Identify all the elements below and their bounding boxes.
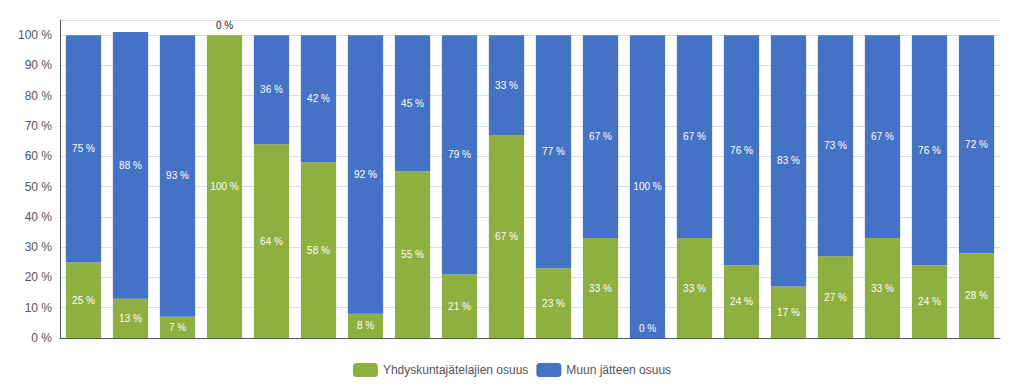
svg-text:72 %: 72 % [965, 139, 988, 150]
svg-text:27 %: 27 % [824, 292, 847, 303]
svg-text:0 %: 0 % [216, 20, 233, 31]
svg-text:67 %: 67 % [589, 131, 612, 142]
svg-text:80 %: 80 % [25, 89, 53, 103]
svg-text:70 %: 70 % [25, 119, 53, 133]
svg-text:24 %: 24 % [730, 296, 753, 307]
svg-text:25 %: 25 % [72, 295, 95, 306]
svg-text:Yhdyskuntajätelajien osuus: Yhdyskuntajätelajien osuus [383, 363, 528, 377]
svg-text:21 %: 21 % [448, 301, 471, 312]
svg-text:67 %: 67 % [871, 131, 894, 142]
svg-text:36 %: 36 % [260, 84, 283, 95]
svg-text:23 %: 23 % [542, 298, 565, 309]
svg-text:50 %: 50 % [25, 180, 53, 194]
svg-text:0 %: 0 % [639, 323, 656, 334]
svg-text:77 %: 77 % [542, 146, 565, 157]
svg-text:17 %: 17 % [777, 307, 800, 318]
svg-text:60 %: 60 % [25, 149, 53, 163]
svg-text:33 %: 33 % [683, 283, 706, 294]
svg-text:7 %: 7 % [169, 322, 186, 333]
svg-text:76 %: 76 % [730, 145, 753, 156]
svg-text:28 %: 28 % [965, 290, 988, 301]
svg-text:Muun jätteen osuus: Muun jätteen osuus [566, 363, 671, 377]
svg-text:45 %: 45 % [401, 98, 424, 109]
svg-text:33 %: 33 % [495, 80, 518, 91]
svg-text:67 %: 67 % [683, 131, 706, 142]
svg-text:75 %: 75 % [72, 143, 95, 154]
svg-text:10 %: 10 % [25, 301, 53, 315]
svg-text:100 %: 100 % [210, 181, 238, 192]
svg-text:100 %: 100 % [633, 181, 661, 192]
svg-text:90 %: 90 % [25, 58, 53, 72]
svg-text:40 %: 40 % [25, 210, 53, 224]
svg-text:76 %: 76 % [918, 145, 941, 156]
svg-text:20 %: 20 % [25, 270, 53, 284]
svg-text:67 %: 67 % [495, 231, 518, 242]
svg-text:42 %: 42 % [307, 93, 330, 104]
svg-text:55 %: 55 % [401, 249, 424, 260]
svg-text:100 %: 100 % [18, 28, 52, 42]
svg-text:73 %: 73 % [824, 140, 847, 151]
svg-text:58 %: 58 % [307, 245, 330, 256]
svg-text:0 %: 0 % [31, 331, 52, 345]
svg-text:83 %: 83 % [777, 155, 800, 166]
svg-text:24 %: 24 % [918, 296, 941, 307]
svg-text:79 %: 79 % [448, 149, 471, 160]
svg-text:93 %: 93 % [166, 170, 189, 181]
svg-text:30 %: 30 % [25, 240, 53, 254]
svg-text:33 %: 33 % [871, 283, 894, 294]
svg-text:8 %: 8 % [357, 320, 374, 331]
svg-text:33 %: 33 % [589, 283, 612, 294]
svg-text:13 %: 13 % [119, 313, 142, 324]
svg-text:88 %: 88 % [119, 160, 142, 171]
svg-text:64 %: 64 % [260, 236, 283, 247]
svg-text:92 %: 92 % [354, 169, 377, 180]
